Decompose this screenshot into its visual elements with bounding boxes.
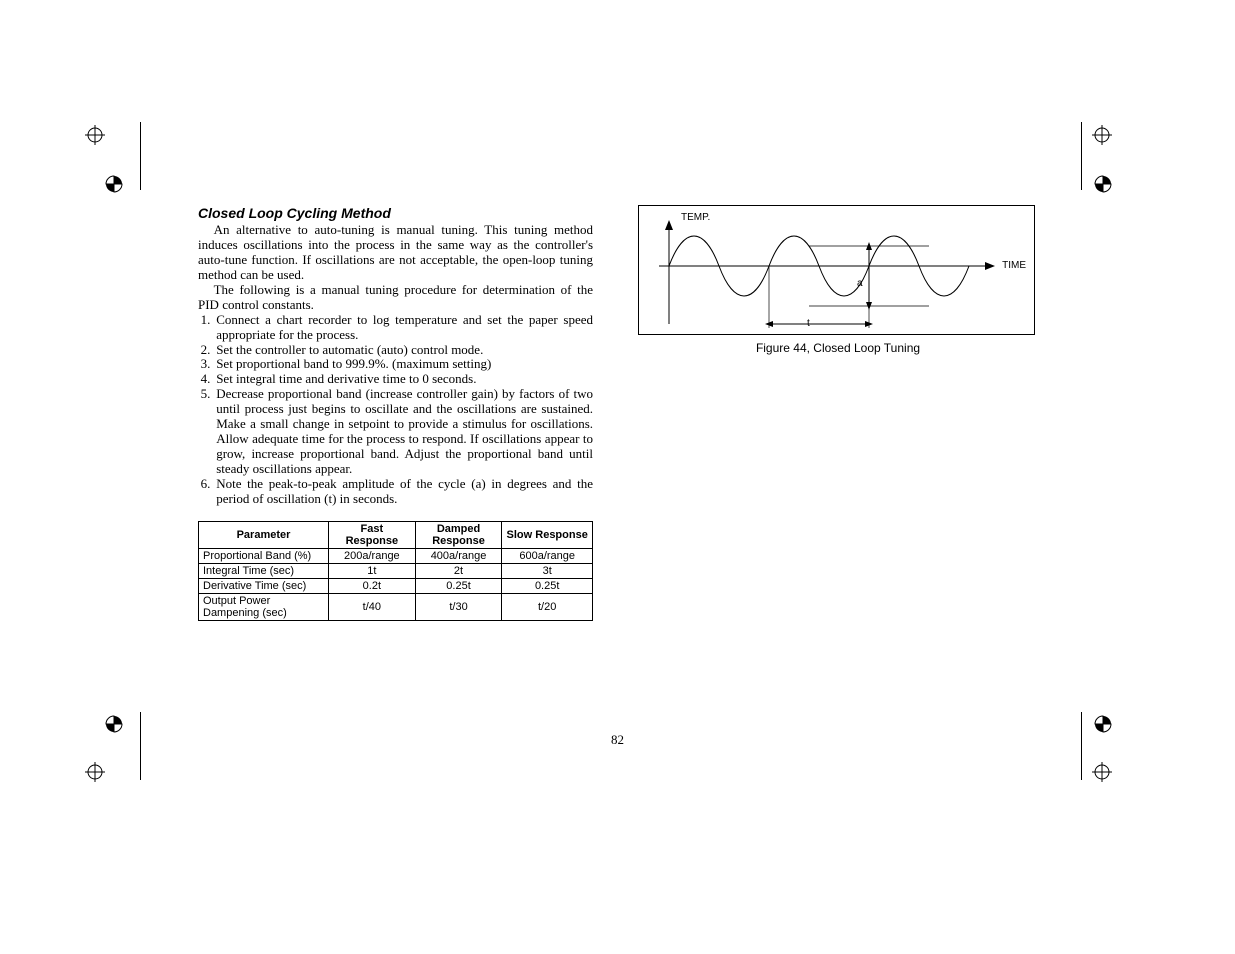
reg-quad-icon [1093, 174, 1113, 194]
step-item: Note the peak-to-peak amplitude of the c… [214, 477, 593, 507]
step-item: Set integral time and derivative time to… [214, 372, 593, 387]
reg-crosshair-icon [1092, 762, 1112, 782]
table-cell: 1t [329, 563, 416, 578]
reg-quad-icon [104, 714, 124, 734]
crop-line [1081, 122, 1082, 190]
table-header: Parameter [199, 521, 329, 548]
page-number: 82 [0, 732, 1235, 748]
parameter-table: Parameter Fast Response Damped Response … [198, 521, 593, 621]
table-cell: 600a/range [502, 548, 593, 563]
table-header: Damped Response [415, 521, 502, 548]
table-cell: Derivative Time (sec) [199, 578, 329, 593]
table-cell: Proportional Band (%) [199, 548, 329, 563]
closed-loop-figure: TEMP. TIME a t [638, 205, 1035, 335]
table-cell: Output Power Dampening (sec) [199, 593, 329, 620]
step-item: Set proportional band to 999.9%. (maximu… [214, 357, 593, 372]
table-cell: 2t [415, 563, 502, 578]
step-item: Decrease proportional band (increase con… [214, 387, 593, 477]
step-item: Set the controller to automatic (auto) c… [214, 343, 593, 358]
table-row: Integral Time (sec) 1t 2t 3t [199, 563, 593, 578]
reg-crosshair-icon [85, 125, 105, 145]
crop-line [140, 122, 141, 190]
table-cell: t/30 [415, 593, 502, 620]
step-item: Connect a chart recorder to log temperat… [214, 313, 593, 343]
table-cell: 0.25t [502, 578, 593, 593]
figure-caption: Figure 44, Closed Loop Tuning [638, 341, 1038, 355]
table-cell: 400a/range [415, 548, 502, 563]
steps-list: Connect a chart recorder to log temperat… [198, 313, 593, 507]
table-cell: 3t [502, 563, 593, 578]
table-cell: 0.2t [329, 578, 416, 593]
table-cell: t/20 [502, 593, 593, 620]
table-cell: Integral Time (sec) [199, 563, 329, 578]
reg-crosshair-icon [1092, 125, 1112, 145]
reg-crosshair-icon [85, 762, 105, 782]
intro-paragraph-2: The following is a manual tuning procedu… [198, 283, 593, 313]
table-row: Derivative Time (sec) 0.2t 0.25t 0.25t [199, 578, 593, 593]
intro-paragraph-1: An alternative to auto-tuning is manual … [198, 223, 593, 283]
section-heading: Closed Loop Cycling Method [198, 205, 593, 221]
table-header: Slow Response [502, 521, 593, 548]
table-header: Fast Response [329, 521, 416, 548]
reg-quad-icon [104, 174, 124, 194]
table-row: Proportional Band (%) 200a/range 400a/ra… [199, 548, 593, 563]
oscillation-wave-icon [639, 206, 1034, 334]
table-cell: 0.25t [415, 578, 502, 593]
table-row: Output Power Dampening (sec) t/40 t/30 t… [199, 593, 593, 620]
reg-quad-icon [1093, 714, 1113, 734]
table-cell: 200a/range [329, 548, 416, 563]
table-cell: t/40 [329, 593, 416, 620]
